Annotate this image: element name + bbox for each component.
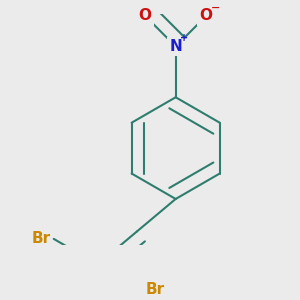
Text: Br: Br bbox=[145, 282, 164, 297]
Text: −: − bbox=[211, 3, 220, 13]
Text: Br: Br bbox=[31, 231, 50, 246]
Text: O: O bbox=[139, 8, 152, 23]
Text: N: N bbox=[169, 39, 182, 54]
Text: +: + bbox=[180, 33, 188, 43]
Text: O: O bbox=[200, 8, 213, 23]
